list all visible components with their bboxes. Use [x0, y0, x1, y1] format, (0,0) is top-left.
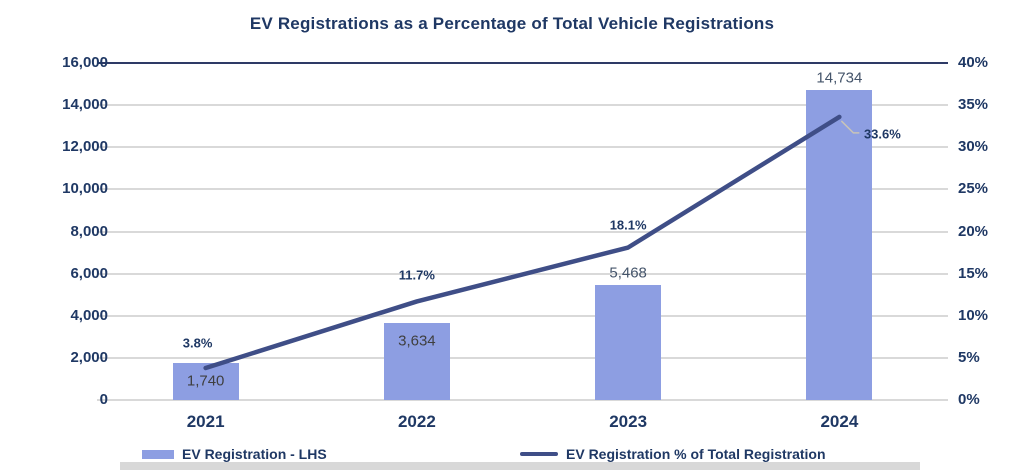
right-axis-tick: 5%: [958, 349, 980, 366]
right-axis-tick: 25%: [958, 180, 989, 197]
bar-value-label: 14,734: [816, 69, 863, 87]
gridline: [97, 315, 948, 317]
bar-2022: [383, 323, 450, 400]
line-legend-label: EV Registration % of Total Registration: [566, 446, 826, 462]
left-axis-tick: 8,000: [70, 223, 108, 240]
left-axis-tick: 14,000: [62, 96, 108, 113]
right-axis-tick: 35%: [958, 96, 989, 113]
right-axis-tick: 0%: [958, 391, 980, 408]
bar-value-label: 3,634: [398, 332, 436, 350]
x-axis-label-2022: 2022: [397, 412, 436, 431]
pct-label: 18.1%: [609, 217, 647, 232]
right-axis-tick: 15%: [958, 265, 989, 282]
gridline: [97, 188, 948, 190]
gridline: [97, 62, 948, 64]
legend-item-bar: EV Registration - LHS: [142, 446, 327, 462]
bar-value-label: 1,740: [186, 372, 225, 390]
bar-2024: [806, 89, 873, 400]
gridline: [97, 146, 948, 148]
legend-item-line: EV Registration % of Total Registration: [520, 446, 826, 462]
left-axis-tick: 6,000: [70, 265, 108, 282]
gridline: [97, 231, 948, 233]
pct-label: 3.8%: [182, 335, 213, 351]
bar-2023: [595, 284, 662, 400]
pct-label: 33.6%: [863, 126, 901, 142]
right-axis-tick: 10%: [958, 307, 989, 324]
pct-line: [203, 114, 842, 371]
left-axis-tick: 12,000: [62, 138, 108, 155]
bar-legend-label: EV Registration - LHS: [182, 446, 327, 462]
pct-label: 11.7%: [398, 267, 435, 283]
right-axis-tick: 30%: [958, 138, 989, 155]
footer-band: [120, 462, 920, 470]
gridline: [97, 104, 948, 106]
right-axis-tick: 40%: [958, 54, 989, 71]
gridline: [97, 399, 948, 401]
right-axis-tick: 20%: [958, 223, 989, 240]
left-axis-tick: 4,000: [70, 307, 108, 324]
left-axis-tick: 0: [99, 391, 108, 408]
chart-title: EV Registrations as a Percentage of Tota…: [249, 14, 775, 33]
bar-value-label: 5,468: [609, 264, 647, 282]
x-axis-label-2021: 2021: [186, 412, 225, 431]
left-axis-tick: 10,000: [62, 180, 108, 197]
left-axis-tick: 16,000: [62, 54, 108, 71]
line-legend-swatch: [520, 452, 558, 456]
label-leader-line: [840, 120, 860, 134]
x-axis-label-2024: 2024: [820, 412, 859, 431]
gridline: [97, 357, 948, 359]
bar-legend-swatch: [142, 449, 174, 459]
x-axis-label-2023: 2023: [609, 412, 648, 431]
left-axis-tick: 2,000: [70, 349, 108, 366]
